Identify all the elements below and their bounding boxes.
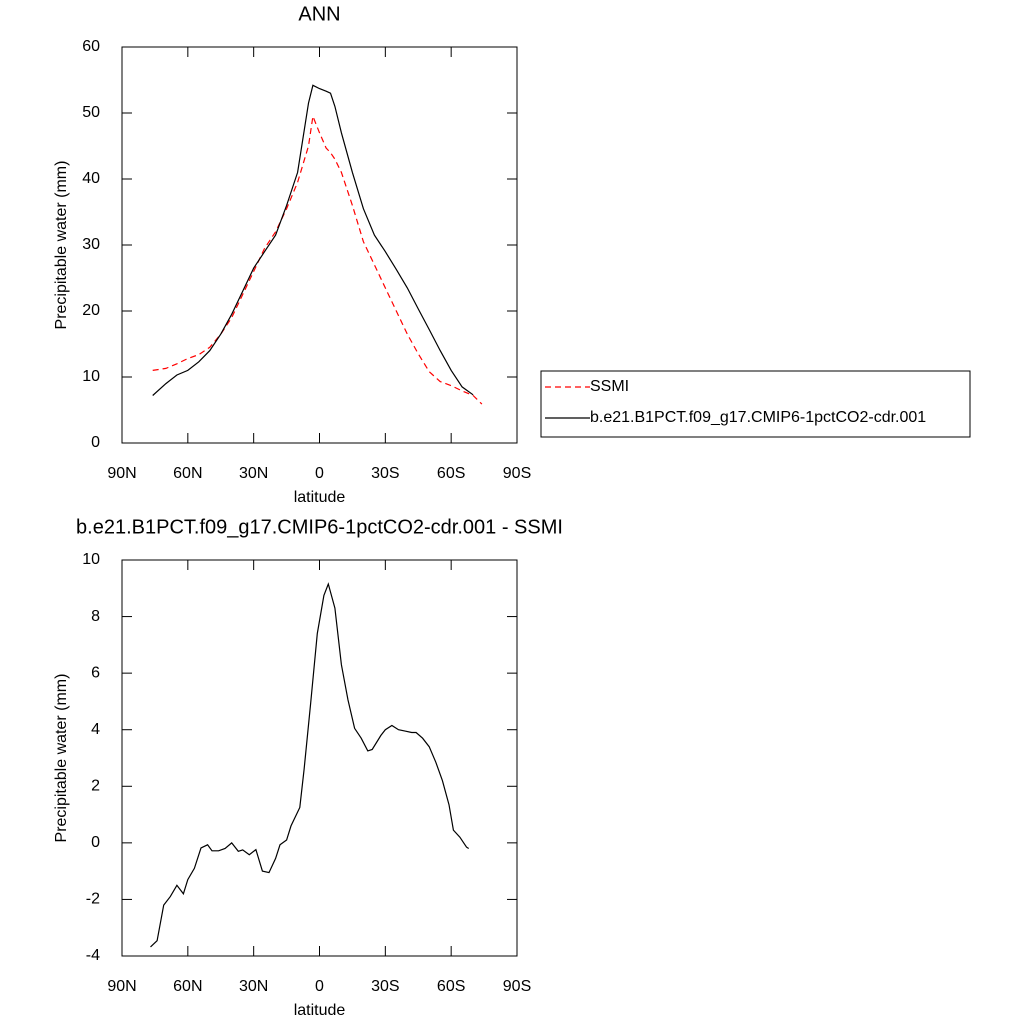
y-tick-label: 20 — [82, 302, 100, 319]
x-axis-label: latitude — [294, 489, 346, 506]
legend-label: b.e21.B1PCT.f09_g17.CMIP6-1pctCO2-cdr.00… — [590, 409, 926, 426]
y-tick-label: 2 — [91, 778, 100, 795]
y-tick-label: -4 — [86, 947, 100, 964]
y-axis-label: Precipitable water (mm) — [53, 674, 70, 843]
y-tick-label: 0 — [91, 834, 100, 851]
y-tick-label: -2 — [86, 891, 100, 908]
y-tick-label: 50 — [82, 104, 100, 121]
plot-frame — [121, 559, 518, 957]
x-tick-label: 30N — [239, 465, 268, 482]
x-tick-label: 60N — [173, 978, 202, 995]
x-tick-label: 30N — [239, 978, 268, 995]
x-tick-label: 30S — [371, 978, 399, 995]
y-tick-label: 60 — [82, 38, 100, 55]
y-tick-label: 40 — [82, 170, 100, 187]
x-axis-label: latitude — [294, 1002, 346, 1019]
y-tick-label: 8 — [91, 608, 100, 625]
legend: SSMI b.e21.B1PCT.f09_g17.CMIP6-1pctCO2-cd… — [540, 370, 971, 438]
legend-box — [540, 370, 971, 438]
x-tick-label: 90N — [107, 978, 136, 995]
data-line — [152, 84, 474, 396]
y-tick-label: 0 — [91, 434, 100, 451]
data-line — [150, 582, 470, 948]
plot-frame — [121, 46, 518, 444]
y-tick-label: 10 — [82, 368, 100, 385]
data-line — [152, 114, 483, 405]
x-tick-label: 60S — [437, 465, 465, 482]
chart-title: b.e21.B1PCT.f09_g17.CMIP6-1pctCO2-cdr.00… — [76, 516, 563, 538]
x-tick-label: 0 — [315, 978, 324, 995]
x-tick-label: 30S — [371, 465, 399, 482]
x-tick-label: 60N — [173, 465, 202, 482]
y-tick-label: 4 — [91, 721, 100, 738]
y-axis-label: Precipitable water (mm) — [53, 161, 70, 330]
x-tick-label: 90N — [107, 465, 136, 482]
legend-label: SSMI — [590, 378, 629, 395]
x-tick-label: 90S — [503, 978, 531, 995]
y-tick-label: 10 — [82, 551, 100, 568]
chart-title: ANN — [298, 3, 340, 25]
x-tick-label: 60S — [437, 978, 465, 995]
x-tick-label: 90S — [503, 465, 531, 482]
y-tick-label: 30 — [82, 236, 100, 253]
y-tick-label: 6 — [91, 664, 100, 681]
x-tick-label: 0 — [315, 465, 324, 482]
